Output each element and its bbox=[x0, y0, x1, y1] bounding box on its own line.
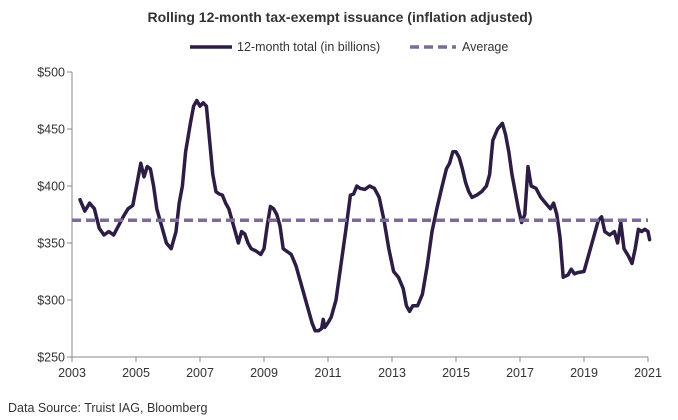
y-tick-label: $500 bbox=[37, 66, 65, 80]
x-tick-labels: 2003 2005 2007 2009 2011 2013 2015 2017 2019 2021 bbox=[58, 366, 662, 380]
y-tick-label: $350 bbox=[37, 237, 65, 251]
x-tick-label: 2021 bbox=[634, 366, 662, 380]
y-tick-label: $400 bbox=[37, 180, 65, 194]
data-source-note: Data Source: Truist IAG, Bloomberg bbox=[8, 401, 207, 415]
y-tick-label: $450 bbox=[37, 123, 65, 137]
y-tick-label: $250 bbox=[37, 351, 65, 365]
y-tick-labels: $250 $300 $350 $400 $450 $500 bbox=[37, 66, 65, 365]
x-tick-label: 2013 bbox=[378, 366, 406, 380]
series-line-12-month-total bbox=[78, 98, 652, 333]
x-tick-label: 2015 bbox=[442, 366, 470, 380]
legend-label-average: Average bbox=[462, 40, 508, 54]
y-tick-label: $300 bbox=[37, 294, 65, 308]
axes bbox=[67, 71, 649, 362]
x-tick-label: 2007 bbox=[186, 366, 214, 380]
x-tick-label: 2011 bbox=[315, 366, 342, 380]
x-tick-label: 2003 bbox=[58, 366, 86, 380]
chart-title: Rolling 12-month tax-exempt issuance (in… bbox=[147, 9, 532, 25]
x-tick-label: 2017 bbox=[506, 366, 534, 380]
x-tick-label: 2019 bbox=[570, 366, 598, 380]
x-tick-label: 2005 bbox=[122, 366, 150, 380]
legend-label-series-total: 12-month total (in billions) bbox=[237, 40, 380, 54]
legend: 12-month total (in billions) Average bbox=[190, 40, 508, 54]
series-layer bbox=[72, 98, 652, 333]
x-tick-label: 2009 bbox=[250, 366, 278, 380]
